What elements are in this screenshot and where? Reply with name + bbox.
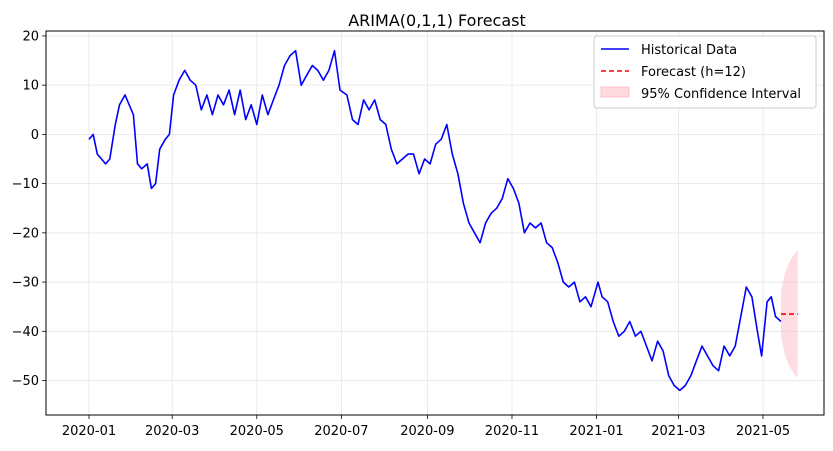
- legend-label-ci: 95% Confidence Interval: [641, 87, 801, 102]
- y-tick-label: −30: [12, 276, 39, 291]
- chart-title: ARIMA(0,1,1) Forecast: [348, 11, 526, 30]
- y-tick-label: −50: [12, 374, 39, 389]
- legend-label-historical: Historical Data: [641, 43, 737, 58]
- y-tick-label: 20: [22, 29, 39, 44]
- y-tick-label: 0: [31, 128, 39, 143]
- x-tick-label: 2021-03: [651, 424, 705, 439]
- y-tick-label: −40: [12, 325, 39, 340]
- y-tick-label: 10: [22, 79, 39, 94]
- plot-area-frame: [45, 30, 825, 416]
- x-tick-label: 2020-01: [62, 424, 116, 439]
- legend-label-forecast: Forecast (h=12): [641, 65, 746, 80]
- legend: Historical Data Forecast (h=12) 95% Conf…: [593, 35, 817, 109]
- x-tick-label: 2020-05: [230, 424, 284, 439]
- x-tick-label: 2020-07: [314, 424, 368, 439]
- x-tick-label: 2020-09: [400, 424, 454, 439]
- y-tick-label: −20: [12, 226, 39, 241]
- x-tick-label: 2020-03: [145, 424, 199, 439]
- legend-box: [593, 35, 817, 109]
- x-tick-label: 2021-01: [569, 424, 623, 439]
- series-lines: [88, 49, 798, 392]
- grid-lines: [46, 31, 824, 415]
- x-tick-label: 2020-11: [485, 424, 539, 439]
- y-tick-label: −10: [12, 177, 39, 192]
- y-axis-ticks: 20 10 0 −10 −20 −30 −40 −50: [12, 29, 46, 389]
- series-line-0: [88, 49, 782, 392]
- legend-swatch-ci: [600, 86, 630, 98]
- x-axis-ticks: 2020-01 2020-03 2020-05 2020-07 2020-09 2020-…: [62, 415, 790, 439]
- x-tick-label: 2021-05: [736, 424, 790, 439]
